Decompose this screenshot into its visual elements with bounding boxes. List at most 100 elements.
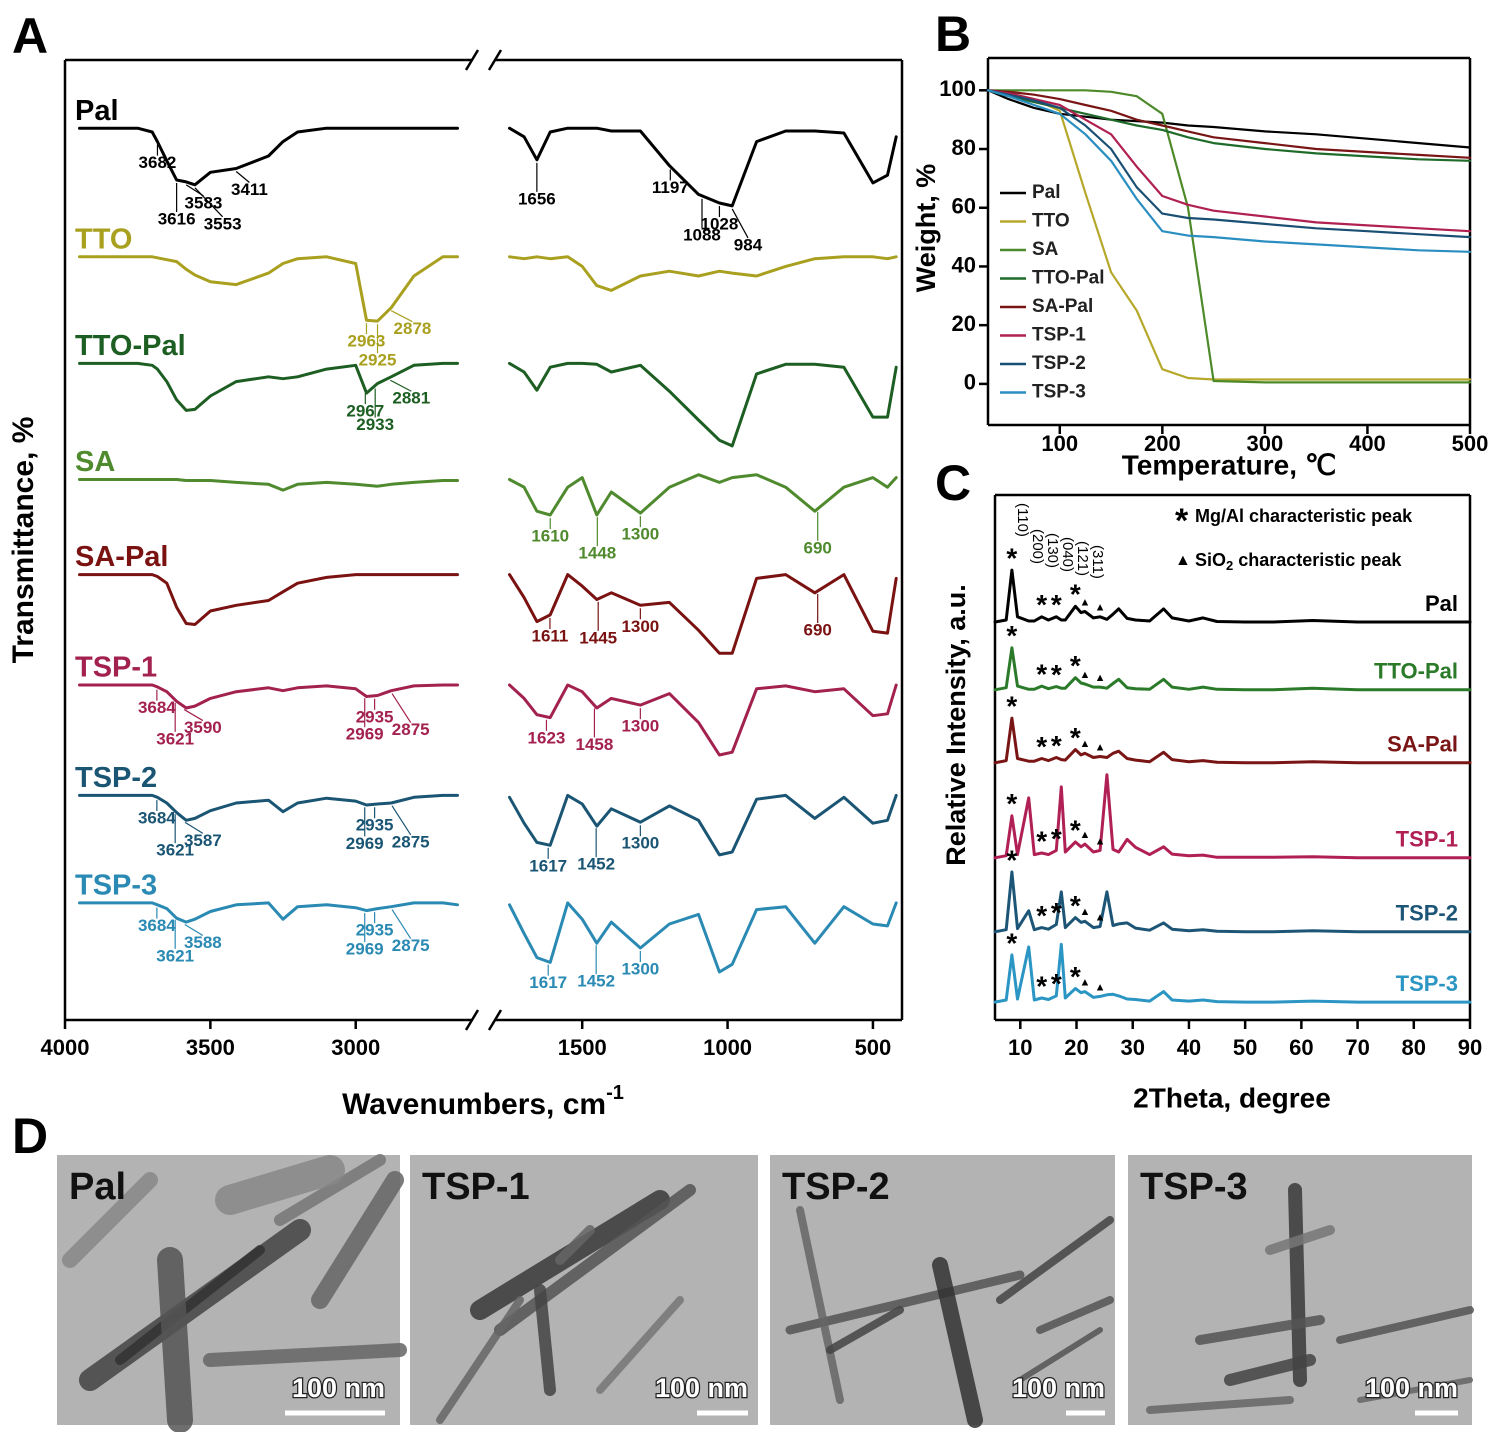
x-tick-label: 60	[1289, 1035, 1313, 1060]
nanorod	[215, 1155, 345, 1215]
series-line	[78, 478, 459, 492]
peak-leader	[391, 693, 412, 723]
peak-star: *	[1036, 731, 1047, 762]
peak-label: 3621	[156, 946, 194, 965]
peak-leader	[183, 709, 204, 722]
peak-label: 3588	[184, 933, 222, 952]
peak-star: *	[1006, 691, 1017, 722]
nanorod	[796, 1206, 844, 1404]
peak-star: *	[1006, 927, 1017, 958]
x-axis-label-sup: -1	[606, 1082, 624, 1104]
x-tick-label: 500	[855, 1035, 892, 1060]
peak-leader	[194, 187, 224, 218]
peak-triangle: ▲	[1079, 906, 1090, 918]
legend-label-text: SiO	[1195, 550, 1226, 570]
series-line	[993, 773, 1472, 860]
series-line	[993, 568, 1472, 624]
legend-marker: *	[1175, 502, 1189, 540]
y-tick-label: 20	[952, 311, 976, 336]
legend-label: TSP-3	[1032, 382, 1086, 403]
x-tick-label: 400	[1349, 431, 1386, 456]
peak-star: *	[1036, 589, 1047, 620]
series-label: Pal	[1425, 591, 1458, 616]
nanorod	[932, 1257, 983, 1428]
series-line	[78, 793, 459, 822]
peak-leader	[391, 909, 412, 939]
peak-label: 3590	[184, 718, 222, 737]
peak-star: *	[1051, 968, 1062, 999]
peak-triangle: ▲	[1095, 672, 1106, 684]
peak-label: 1458	[576, 735, 614, 754]
nanorod	[1224, 1354, 1316, 1386]
series-label: Pal	[75, 95, 119, 127]
x-axis-label: 2Theta, degree	[1133, 1082, 1331, 1113]
legend-label: TSP-2	[1032, 353, 1086, 374]
x-tick-label: 1500	[558, 1035, 607, 1060]
peak-label: 1028	[701, 215, 739, 234]
hkl-label: (311)	[1089, 545, 1106, 579]
series-line	[986, 89, 1472, 384]
x-tick-label: 300	[1247, 431, 1284, 456]
peak-leader	[391, 805, 412, 836]
peak-star: *	[1006, 844, 1017, 875]
series-label: TSP-1	[1396, 827, 1458, 852]
peak-star: *	[1070, 722, 1081, 753]
image-title: Pal	[69, 1166, 126, 1208]
series-label: TSP-3	[75, 870, 157, 902]
nanorod	[785, 1270, 1025, 1335]
peak-label: 1452	[577, 855, 615, 874]
nanorod	[1265, 1225, 1335, 1255]
peak-label: 2875	[392, 720, 430, 739]
peak-label: 2969	[346, 940, 384, 959]
axis-break	[464, 1009, 480, 1031]
x-tick-label: 200	[1144, 431, 1181, 456]
peak-label: 3553	[204, 214, 242, 233]
scale-label: 100 nm	[1012, 1373, 1105, 1403]
series-label: TTO-Pal	[1374, 659, 1458, 684]
axis-break	[487, 1009, 503, 1031]
peak-triangle: ▲	[1095, 981, 1106, 993]
image-title: TSP-2	[782, 1166, 890, 1208]
series-line	[986, 89, 1472, 233]
hkl-label: (110)	[1014, 503, 1031, 537]
peak-label: 1300	[621, 617, 659, 636]
peak-leader	[235, 171, 250, 183]
peak-triangle: ▲	[1079, 669, 1090, 681]
peak-star: *	[1070, 814, 1081, 845]
peak-label: 1300	[621, 834, 659, 853]
series-line	[78, 683, 459, 710]
peak-label: 984	[734, 235, 763, 254]
peak-label: 2881	[392, 389, 430, 408]
y-tick-label: 40	[952, 252, 976, 277]
scale-label: 100 nm	[655, 1373, 748, 1403]
peak-star: *	[1070, 579, 1081, 610]
scale-label: 100 nm	[1365, 1373, 1458, 1403]
peak-leader	[390, 379, 412, 392]
peak-triangle: ▲	[1079, 738, 1090, 750]
x-tick-label: 4000	[41, 1035, 90, 1060]
series-line	[508, 473, 898, 517]
peak-star: *	[1051, 589, 1062, 620]
nanorod	[311, 1171, 404, 1309]
legend-label: TTO	[1032, 211, 1070, 232]
peak-leader	[390, 310, 413, 323]
panel-label: B	[935, 6, 971, 62]
peak-triangle: ▲	[1079, 977, 1090, 989]
series-line	[508, 126, 898, 208]
series-line	[986, 89, 1472, 149]
y-axis-label: Transmittance, %	[7, 417, 40, 664]
peak-star: *	[1070, 961, 1081, 992]
series-label: SA	[75, 446, 115, 478]
peak-label: 690	[804, 620, 832, 639]
nanorod	[534, 1284, 556, 1396]
legend-label: TSP-1	[1032, 325, 1086, 346]
x-tick-label: 20	[1064, 1035, 1088, 1060]
axis-break	[487, 49, 503, 71]
peak-triangle: ▲	[1079, 829, 1090, 841]
tem-image	[410, 1155, 758, 1425]
peak-label: 3587	[184, 831, 222, 850]
nanorod	[436, 1296, 524, 1424]
legend-label: TTO-Pal	[1032, 268, 1105, 289]
peak-label: 1611	[531, 627, 568, 646]
